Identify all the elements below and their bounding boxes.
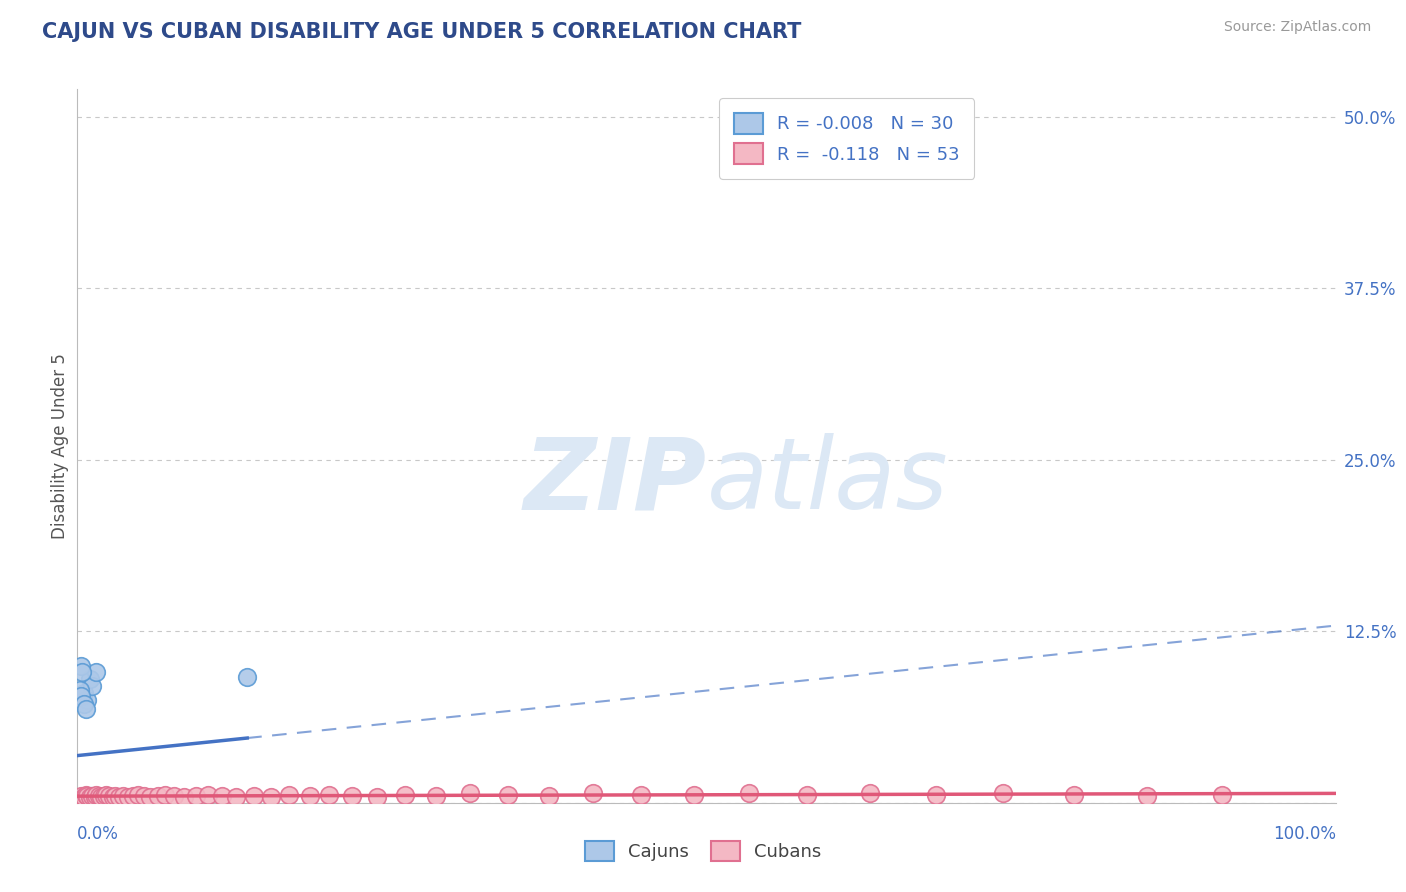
Point bbox=[859, 786, 882, 800]
Point bbox=[236, 669, 259, 683]
Point bbox=[76, 693, 98, 707]
Point bbox=[173, 790, 195, 805]
Point bbox=[72, 790, 94, 805]
Point bbox=[96, 790, 118, 805]
Point bbox=[77, 791, 100, 805]
Point bbox=[108, 790, 131, 805]
Point bbox=[82, 791, 104, 805]
Point bbox=[425, 789, 447, 803]
Point bbox=[82, 789, 104, 803]
Point bbox=[394, 788, 416, 802]
Point bbox=[86, 791, 108, 805]
Point bbox=[458, 786, 481, 800]
Y-axis label: Disability Age Under 5: Disability Age Under 5 bbox=[51, 353, 69, 539]
Point bbox=[70, 789, 93, 803]
Text: atlas: atlas bbox=[707, 434, 948, 530]
Point bbox=[121, 789, 143, 803]
Point bbox=[211, 789, 233, 803]
Legend: R = -0.008   N = 30, R =  -0.118   N = 53: R = -0.008 N = 30, R = -0.118 N = 53 bbox=[720, 98, 974, 178]
Point bbox=[924, 788, 946, 802]
Point bbox=[163, 789, 186, 803]
Text: ZIP: ZIP bbox=[523, 434, 707, 530]
Point bbox=[299, 789, 322, 803]
Point bbox=[1063, 788, 1085, 802]
Point bbox=[87, 789, 110, 803]
Point bbox=[104, 789, 127, 803]
Point bbox=[225, 790, 247, 805]
Point bbox=[538, 789, 561, 803]
Point bbox=[260, 790, 283, 805]
Point bbox=[318, 788, 340, 802]
Point bbox=[75, 702, 97, 716]
Point bbox=[75, 789, 97, 803]
Point bbox=[155, 788, 177, 802]
Point bbox=[139, 790, 162, 805]
Point bbox=[127, 788, 149, 802]
Point bbox=[93, 789, 115, 803]
Text: Source: ZipAtlas.com: Source: ZipAtlas.com bbox=[1223, 20, 1371, 34]
Point bbox=[84, 788, 107, 802]
Point bbox=[242, 789, 264, 803]
Point bbox=[738, 786, 761, 800]
Point bbox=[630, 788, 652, 802]
Text: 0.0%: 0.0% bbox=[77, 825, 120, 843]
Point bbox=[80, 789, 103, 803]
Point bbox=[277, 788, 299, 802]
Point bbox=[84, 790, 107, 805]
Point bbox=[97, 789, 120, 803]
Point bbox=[70, 689, 93, 703]
Point bbox=[98, 791, 121, 805]
Point bbox=[73, 791, 96, 805]
Point bbox=[72, 790, 94, 805]
Point bbox=[79, 790, 101, 805]
Point bbox=[76, 790, 98, 805]
Point bbox=[1136, 789, 1159, 803]
Point bbox=[132, 789, 155, 803]
Point bbox=[184, 789, 207, 803]
Point bbox=[796, 788, 818, 802]
Point bbox=[75, 788, 97, 802]
Point bbox=[69, 683, 91, 698]
Point bbox=[89, 790, 111, 805]
Legend: Cajuns, Cubans: Cajuns, Cubans bbox=[572, 828, 834, 874]
Point bbox=[94, 789, 117, 803]
Point bbox=[117, 790, 139, 805]
Text: 100.0%: 100.0% bbox=[1272, 825, 1336, 843]
Point bbox=[84, 665, 107, 680]
Point bbox=[993, 786, 1015, 800]
Point bbox=[70, 658, 93, 673]
Point bbox=[582, 786, 605, 800]
Point bbox=[79, 673, 101, 687]
Point bbox=[72, 697, 94, 711]
Point bbox=[496, 788, 519, 802]
Point bbox=[101, 790, 124, 805]
Point bbox=[101, 790, 124, 805]
Text: CAJUN VS CUBAN DISABILITY AGE UNDER 5 CORRELATION CHART: CAJUN VS CUBAN DISABILITY AGE UNDER 5 CO… bbox=[42, 22, 801, 42]
Point bbox=[91, 791, 114, 805]
Point bbox=[104, 791, 127, 805]
Point bbox=[90, 790, 112, 805]
Point bbox=[197, 788, 219, 802]
Point bbox=[76, 789, 98, 803]
Point bbox=[146, 789, 169, 803]
Point bbox=[84, 790, 107, 805]
Point bbox=[111, 789, 134, 803]
Point bbox=[366, 790, 388, 805]
Point bbox=[79, 790, 101, 805]
Point bbox=[82, 679, 104, 693]
Point bbox=[683, 788, 706, 802]
Point bbox=[107, 790, 129, 805]
Point bbox=[96, 788, 118, 802]
Point bbox=[72, 686, 94, 700]
Point bbox=[1211, 788, 1233, 802]
Point bbox=[72, 665, 94, 680]
Point bbox=[340, 789, 363, 803]
